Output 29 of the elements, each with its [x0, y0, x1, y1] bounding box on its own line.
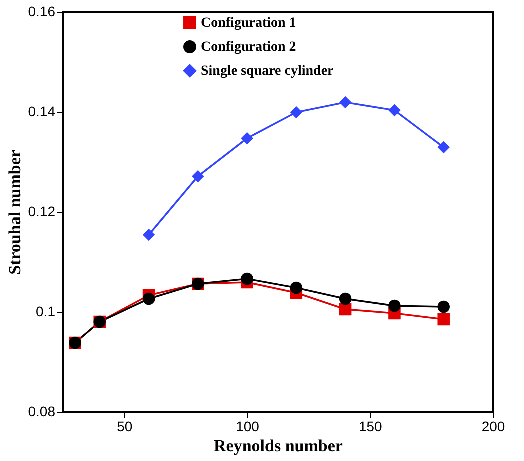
legend-label: Configuration 2 [201, 40, 296, 55]
point [241, 272, 254, 286]
point [142, 292, 156, 306]
point [290, 106, 303, 119]
y-tick-label: 0.16 [28, 4, 56, 20]
point [438, 300, 450, 314]
y-tick-label: 0.14 [28, 104, 56, 120]
legend-label: Single square cylinder [201, 64, 334, 79]
point [438, 141, 450, 154]
point [339, 292, 352, 306]
point [339, 303, 352, 316]
x-tick-label: 150 [358, 418, 383, 434]
y-tick-label: 0.1 [36, 304, 56, 320]
legend-label: Configuration 1 [201, 16, 296, 31]
point [388, 300, 401, 312]
y-axis-title: Strouhal number [5, 150, 24, 275]
point [192, 170, 204, 183]
y-tick-label: 0.12 [28, 204, 56, 220]
y-tick-label: 0.08 [28, 404, 56, 420]
x-tick-label: 100 [236, 418, 260, 434]
x-axis-title: Reynolds number [214, 436, 344, 456]
x-tick-label: 200 [482, 418, 506, 434]
point [339, 96, 352, 109]
point [241, 132, 254, 145]
point [388, 104, 401, 117]
x-tick-label: 50 [117, 418, 133, 434]
point [290, 282, 303, 294]
point [438, 313, 450, 326]
point [142, 228, 156, 242]
